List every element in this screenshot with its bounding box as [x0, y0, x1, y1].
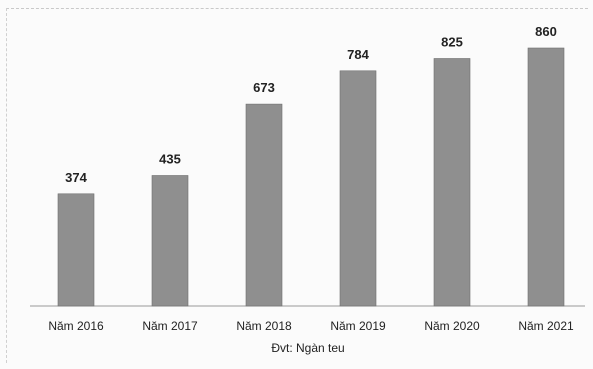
- bar-0: [57, 193, 95, 307]
- data-label-4: 825: [441, 35, 463, 50]
- data-label-group: 374 435 673 784 825 860: [65, 24, 557, 185]
- data-label-2: 673: [253, 80, 275, 95]
- bar-1: [151, 175, 189, 307]
- bar-2: [245, 103, 283, 307]
- x-tick-label-4: Năm 2020: [424, 319, 480, 333]
- x-axis-title: Đvt: Ngàn teu: [271, 341, 344, 355]
- bar-group: [57, 47, 565, 307]
- data-label-1: 435: [159, 152, 181, 167]
- x-tick-label-1: Năm 2017: [142, 319, 198, 333]
- data-label-0: 374: [65, 170, 87, 185]
- x-tick-label-3: Năm 2019: [330, 319, 386, 333]
- x-tick-label-group: Năm 2016 Năm 2017 Năm 2018 Năm 2019 Năm 2020…: [48, 319, 574, 333]
- data-label-3: 784: [347, 47, 369, 62]
- bar-3: [339, 70, 377, 307]
- bar-4: [433, 58, 471, 307]
- x-tick-label-5: Năm 2021: [518, 319, 574, 333]
- data-label-5: 860: [535, 24, 557, 39]
- x-tick-label-2: Năm 2018: [236, 319, 292, 333]
- bar-5: [527, 47, 565, 307]
- x-tick-label-0: Năm 2016: [48, 319, 104, 333]
- chart-frame: [6, 8, 588, 363]
